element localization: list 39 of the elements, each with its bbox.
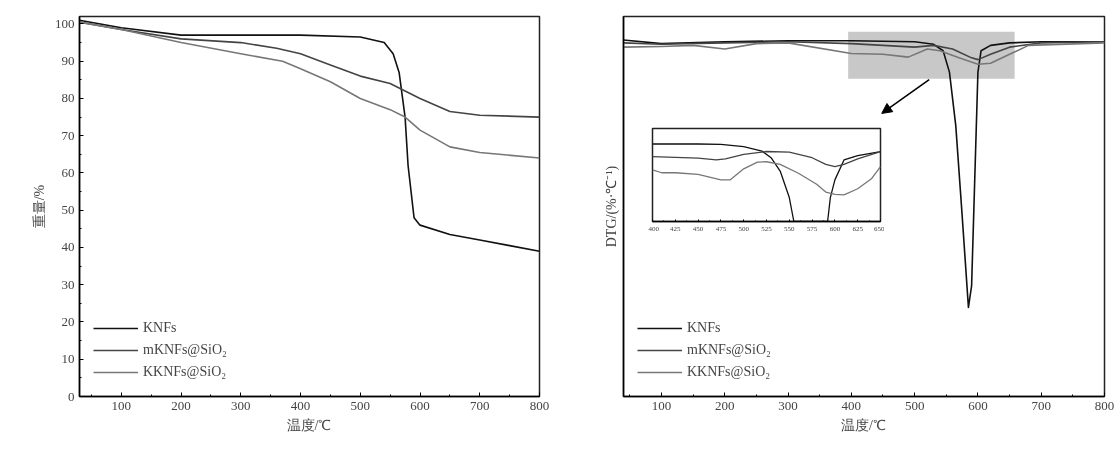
y-tick-label: 60 xyxy=(61,164,75,180)
x-tick-label: 800 xyxy=(1094,397,1115,413)
legend-label: mKNFs@SiO₂ xyxy=(143,342,227,358)
x-axis-title: 温度/℃ xyxy=(286,417,332,433)
y-tick-label: 10 xyxy=(61,351,75,367)
line-series xyxy=(79,21,540,159)
y-tick-label: 90 xyxy=(61,53,75,69)
x-tick-label: 500 xyxy=(904,397,925,413)
legend-label: KKNFs@SiO₂ xyxy=(687,364,771,380)
x-tick-label: 500 xyxy=(350,397,371,413)
y-tick-label: 50 xyxy=(61,202,75,218)
x-tick-label: 700 xyxy=(470,397,490,413)
y-tick-label: 30 xyxy=(61,276,75,292)
y-tick-label: 40 xyxy=(61,239,75,255)
y-tick-label: 0 xyxy=(68,388,75,404)
y-tick-label: 100 xyxy=(55,15,75,31)
y-tick-label: 20 xyxy=(61,313,75,329)
x-tick-label: 400 xyxy=(290,397,311,413)
y-axis-title: DTG/(%·℃⁻¹) xyxy=(603,165,620,248)
legend-label: KKNFs@SiO₂ xyxy=(143,364,227,380)
x-tick-label: 300 xyxy=(778,397,798,413)
x-tick-label: 400 xyxy=(841,397,862,413)
x-tick-label: 800 xyxy=(529,397,550,413)
x-axis-title: 温度/℃ xyxy=(841,417,886,433)
x-tick-label: 700 xyxy=(1031,397,1051,413)
x-tick-label: 100 xyxy=(111,397,132,413)
legend-label: KNFs xyxy=(687,320,721,336)
x-tick-label: 200 xyxy=(171,397,191,413)
legend-label: KNFs xyxy=(143,320,177,336)
x-tick-label: 300 xyxy=(231,397,251,413)
x-tick-label: 200 xyxy=(715,397,735,413)
legend-label: mKNFs@SiO₂ xyxy=(687,342,771,358)
line-series xyxy=(79,19,540,253)
y-tick-label: 80 xyxy=(61,90,75,106)
x-tick-label: 600 xyxy=(968,397,988,413)
y-tick-label: 70 xyxy=(61,127,75,143)
x-tick-label: 100 xyxy=(651,397,672,413)
x-tick-label: 600 xyxy=(410,397,430,413)
y-axis-title: 重量/% xyxy=(32,184,47,229)
